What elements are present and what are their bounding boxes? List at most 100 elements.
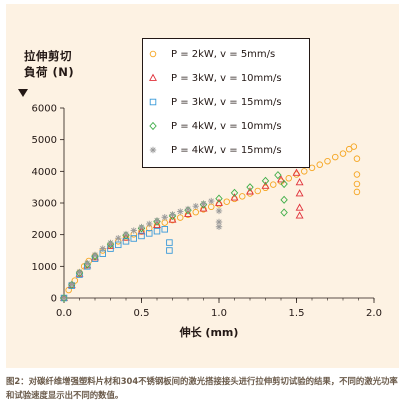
- legend-item: P = 3kW, v = 10mm/s: [147, 69, 282, 87]
- data-point-series-5: [115, 234, 122, 242]
- data-point-series-5: [107, 239, 114, 247]
- y-axis-arrow-icon: [18, 89, 28, 97]
- y-tick-label: 5000: [32, 135, 57, 146]
- data-point-series-2: [215, 198, 223, 206]
- y-axis-title-line-1: 拉伸剪切: [24, 49, 72, 63]
- y-tick-label: 3000: [32, 199, 57, 210]
- data-point-series-5: [184, 205, 192, 213]
- data-point-series-1: [353, 188, 361, 196]
- data-point-series-3: [145, 230, 153, 237]
- data-point-series-5: [208, 197, 215, 205]
- y-tick-label: 1000: [32, 262, 57, 273]
- legend-marker: [149, 98, 157, 106]
- data-point-series-3: [153, 227, 161, 235]
- legend-marker: [149, 50, 157, 58]
- data-point-series-5: [161, 214, 168, 221]
- legend-marker-icon: [149, 146, 157, 154]
- data-point-series-3: [166, 239, 173, 246]
- x-tick-label: 1.0: [211, 308, 227, 319]
- y-axis-title-line-2: 負荷 (N): [24, 65, 75, 79]
- y-tick-label: 0: [51, 294, 57, 305]
- data-point-series-2: [277, 175, 285, 183]
- data-point-series-5: [215, 218, 223, 226]
- x-tick-label: 0.5: [134, 308, 150, 319]
- data-point-series-5: [177, 208, 184, 215]
- legend: P = 2kW, v = 5mm/s P = 3kW, v = 10mm/s P =…: [142, 38, 310, 168]
- data-point-series-4: [215, 194, 223, 203]
- x-tick-label: 1.5: [289, 308, 305, 319]
- data-point-series-2: [292, 168, 301, 176]
- data-point-series-5: [153, 217, 161, 224]
- data-point-series-1: [301, 168, 308, 175]
- data-point-series-4: [68, 280, 76, 289]
- data-point-series-3: [114, 241, 122, 249]
- data-point-series-5: [169, 211, 176, 218]
- data-point-series-1: [332, 153, 339, 161]
- data-point-series-2: [199, 204, 208, 212]
- legend-marker-icon: [149, 98, 157, 106]
- legend-marker-icon: [149, 73, 157, 81]
- legend-marker: [149, 73, 157, 81]
- data-point-series-5: [146, 220, 153, 228]
- data-point-series-1: [207, 203, 215, 211]
- y-tick-label: 6000: [32, 104, 57, 115]
- data-point-series-4: [261, 176, 270, 185]
- data-point-series-1: [353, 171, 361, 178]
- legend-label: P = 4kW, v = 15mm/s: [171, 144, 282, 156]
- data-point-series-3: [138, 232, 145, 240]
- data-point-series-5: [122, 230, 130, 238]
- data-point-series-1: [270, 181, 277, 188]
- data-point-series-5: [84, 259, 91, 267]
- data-point-series-3: [161, 226, 168, 233]
- data-point-series-1: [339, 150, 347, 157]
- legend-marker-icon: [149, 50, 157, 58]
- data-point-series-2: [295, 178, 304, 186]
- data-point-series-4: [60, 293, 68, 303]
- data-point-series-2: [153, 220, 161, 229]
- data-point-series-5: [215, 207, 223, 215]
- data-point-series-5: [99, 245, 106, 252]
- data-point-series-5: [68, 281, 75, 288]
- data-point-series-1: [350, 143, 358, 150]
- data-point-series-2: [295, 189, 304, 197]
- data-point-series-4: [274, 171, 282, 180]
- data-point-series-2: [168, 215, 177, 223]
- legend-item: P = 3kW, v = 15mm/s: [147, 93, 282, 111]
- data-point-series-2: [261, 181, 270, 189]
- data-point-series-5: [91, 251, 99, 259]
- legend-item: P = 4kW, v = 10mm/s: [147, 117, 282, 135]
- chart-panel: 0 1000 2000 3000 4000 5000 6000 0.0 0.5 1.0 1.5 2.0…: [6, 4, 399, 368]
- data-point-series-1: [192, 208, 199, 216]
- data-point-series-2: [137, 227, 146, 235]
- data-point-series-1: [308, 164, 316, 172]
- legend-marker: [149, 121, 157, 131]
- data-point-series-1: [324, 157, 331, 165]
- data-point-series-2: [295, 211, 304, 219]
- data-point-series-1: [353, 180, 361, 188]
- legend-item: P = 4kW, v = 15mm/s: [147, 141, 282, 159]
- data-point-series-4: [280, 195, 288, 204]
- legend-label: P = 4kW, v = 10mm/s: [171, 120, 282, 132]
- legend-label: P = 2kW, v = 5mm/s: [171, 48, 276, 60]
- data-point-series-3: [166, 247, 173, 254]
- legend-item: P = 2kW, v = 5mm/s: [147, 45, 275, 63]
- data-point-series-5: [130, 227, 137, 234]
- y-axis-title: 拉伸剪切 負荷 (N): [24, 48, 74, 80]
- data-point-series-2: [246, 187, 254, 195]
- data-point-series-5: [60, 294, 68, 302]
- legend-label: P = 3kW, v = 10mm/s: [171, 72, 282, 84]
- legend-label: P = 3kW, v = 15mm/s: [171, 96, 282, 108]
- x-tick-label: 0.0: [56, 308, 72, 319]
- data-point-series-1: [161, 219, 168, 226]
- y-tick-label: 2000: [32, 230, 57, 241]
- data-point-series-1: [254, 187, 261, 195]
- legend-marker-icon: [149, 121, 157, 131]
- data-point-series-4: [280, 179, 288, 189]
- data-point-series-1: [285, 175, 293, 182]
- data-point-series-2: [295, 203, 304, 211]
- chart-plot: 0 1000 2000 3000 4000 5000 6000 0.0 0.5 1.0 1.5 2.0…: [18, 89, 382, 339]
- data-point-series-4: [280, 208, 288, 217]
- data-point-series-2: [230, 193, 239, 201]
- data-point-series-5: [76, 268, 83, 276]
